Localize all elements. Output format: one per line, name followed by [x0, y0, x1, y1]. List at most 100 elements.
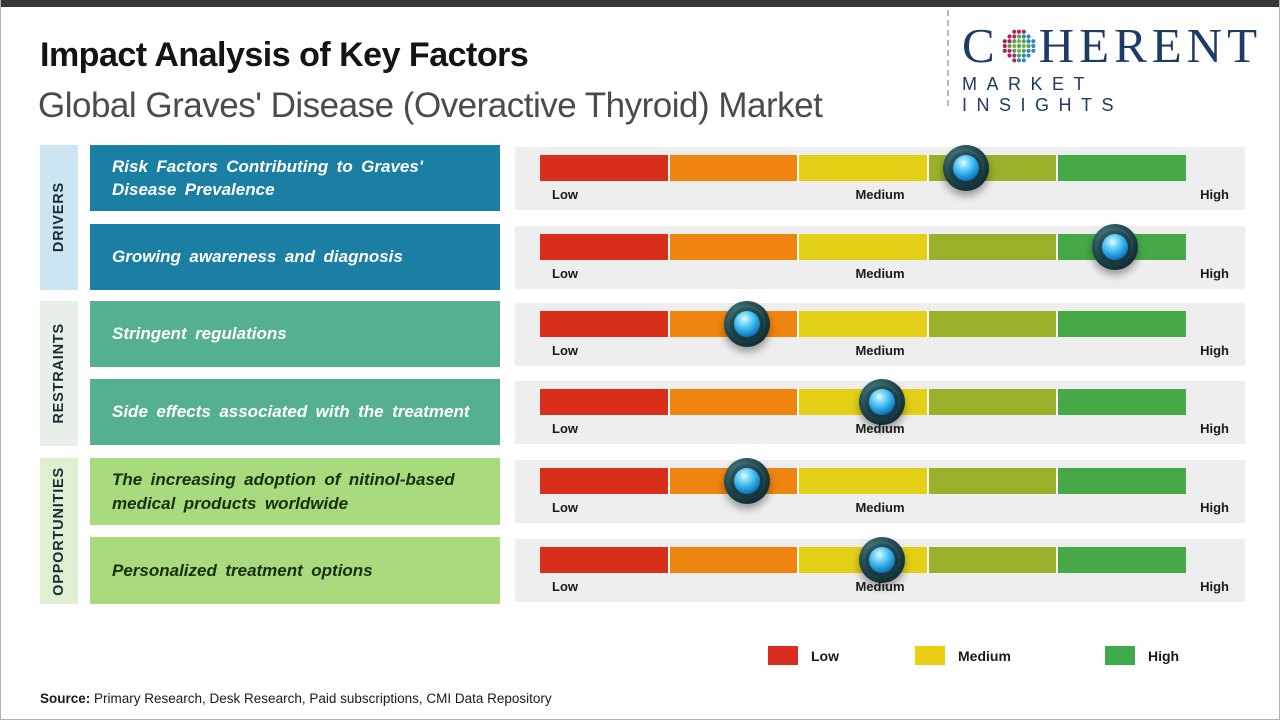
- bar-segment-red: [540, 234, 668, 260]
- scale-label-low: Low: [552, 343, 578, 358]
- scale-label-low: Low: [552, 187, 578, 202]
- bar-segment-olive: [928, 234, 1057, 260]
- legend-label: Low: [811, 647, 839, 664]
- company-logo: C HERENT MARKET INSIGHTS: [962, 20, 1262, 116]
- factor-text: The increasing adoption of nitinol-based…: [112, 470, 455, 513]
- scale-label-high: High: [1200, 500, 1229, 515]
- group-label-opportunities: OPPORTUNITIES: [40, 458, 78, 604]
- scale-label-medium: Medium: [855, 187, 905, 202]
- legend-swatch-green: [1105, 646, 1135, 665]
- impact-scale: Low Medium High: [515, 301, 1245, 366]
- source-label: Source:: [40, 691, 91, 706]
- bar-segment-orange: [669, 389, 798, 415]
- scale-label-low: Low: [552, 266, 578, 281]
- factor-text: Side effects associated with the treatme…: [112, 402, 470, 422]
- bar-segment-green: [1058, 468, 1186, 494]
- logo-separator-dashed-line: [947, 10, 949, 106]
- bar-segment-green: [1058, 155, 1186, 181]
- bar-segment-red: [540, 547, 668, 573]
- scale-label-medium: Medium: [855, 266, 905, 281]
- bar-segment-orange: [669, 234, 798, 260]
- scale-label-low: Low: [552, 579, 578, 594]
- impact-scale: Low Medium High: [515, 145, 1245, 210]
- scale-label-low: Low: [552, 421, 578, 436]
- bar-segment-yellow: [799, 311, 927, 337]
- impact-marker: [723, 301, 770, 347]
- legend-item-high: High: [1105, 646, 1179, 665]
- factor-box: Side effects associated with the treatme…: [90, 379, 500, 445]
- impact-bar: [540, 458, 1186, 504]
- scale-label-high: High: [1200, 266, 1229, 281]
- factor-text: Stringent regulations: [112, 324, 287, 344]
- impact-bar: [540, 537, 1186, 583]
- impact-marker: [859, 379, 906, 425]
- legend-label: High: [1148, 647, 1180, 664]
- bar-segment-red: [540, 468, 668, 494]
- scale-label-high: High: [1200, 421, 1229, 436]
- impact-bar: [540, 224, 1186, 270]
- factor-text: Growing awareness and diagnosis: [112, 247, 403, 267]
- scale-label-medium: Medium: [855, 579, 905, 594]
- scale-label-high: High: [1200, 187, 1229, 202]
- bar-segment-olive: [928, 311, 1057, 337]
- bar-segment-green: [1058, 547, 1186, 573]
- impact-scale: Low Medium High: [515, 458, 1245, 523]
- bar-segment-yellow: [799, 234, 927, 260]
- scale-label-low: Low: [552, 500, 578, 515]
- bar-segment-olive: [928, 389, 1057, 415]
- impact-marker: [1091, 224, 1138, 270]
- logo-wordmark: C HERENT: [962, 20, 1262, 72]
- bar-segment-red: [540, 155, 668, 181]
- factor-box: Risk Factors Contributing to Graves' Dis…: [90, 145, 500, 211]
- group-label-restraints: RESTRAINTS: [40, 301, 78, 446]
- impact-scale: Low Medium High: [515, 379, 1245, 444]
- top-accent-bar: [0, 0, 1280, 7]
- group-label-text: RESTRAINTS: [51, 323, 67, 424]
- scale-label-high: High: [1200, 343, 1229, 358]
- page-title: Impact Analysis of Key Factors: [40, 36, 529, 74]
- bar-segment-green: [1058, 311, 1186, 337]
- bar-segment-olive: [928, 468, 1057, 494]
- scale-label-medium: Medium: [855, 343, 905, 358]
- bar-segment-orange: [669, 155, 798, 181]
- legend-item-low: Low: [768, 646, 839, 665]
- factor-box: Personalized treatment options: [90, 537, 500, 604]
- scale-label-medium: Medium: [855, 421, 905, 436]
- group-label-drivers: DRIVERS: [40, 145, 78, 290]
- bar-segment-olive: [928, 547, 1057, 573]
- bar-segment-red: [540, 389, 668, 415]
- legend-item-medium: Medium: [915, 646, 1011, 665]
- impact-marker: [943, 145, 990, 191]
- factor-text: Risk Factors Contributing to Graves' Dis…: [112, 156, 423, 199]
- legend-swatch-yellow: [915, 646, 945, 665]
- impact-marker: [859, 537, 906, 583]
- logo-wordmark-rest: HERENT: [1038, 18, 1262, 73]
- impact-bar: [540, 379, 1186, 425]
- bar-segment-green: [1058, 389, 1186, 415]
- factor-box: The increasing adoption of nitinol-based…: [90, 458, 500, 525]
- bar-segment-orange: [669, 547, 798, 573]
- logo-letter-c: C: [962, 18, 1000, 73]
- factor-text: Personalized treatment options: [112, 560, 373, 580]
- page-subtitle: Global Graves' Disease (Overactive Thyro…: [38, 86, 823, 125]
- scale-label-high: High: [1200, 579, 1229, 594]
- impact-scale: Low Medium High: [515, 224, 1245, 289]
- impact-marker: [723, 458, 770, 504]
- bar-segment-red: [540, 311, 668, 337]
- legend-label: Medium: [958, 647, 1011, 664]
- group-label-text: OPPORTUNITIES: [51, 466, 67, 596]
- source-text: Primary Research, Desk Research, Paid su…: [90, 691, 552, 706]
- group-label-text: DRIVERS: [51, 182, 67, 253]
- impact-bar: [540, 301, 1186, 347]
- bar-segment-yellow: [799, 155, 927, 181]
- factor-box: Growing awareness and diagnosis: [90, 224, 500, 290]
- source-note: Source: Primary Research, Desk Research,…: [40, 691, 552, 706]
- scale-label-medium: Medium: [855, 500, 905, 515]
- impact-bar: [540, 145, 1186, 191]
- legend-swatch-red: [768, 646, 798, 665]
- dotted-globe-icon: [1002, 29, 1036, 63]
- bar-segment-yellow: [799, 468, 927, 494]
- logo-tagline: MARKET INSIGHTS: [962, 74, 1124, 115]
- factor-box: Stringent regulations: [90, 301, 500, 367]
- impact-scale: Low Medium High: [515, 537, 1245, 602]
